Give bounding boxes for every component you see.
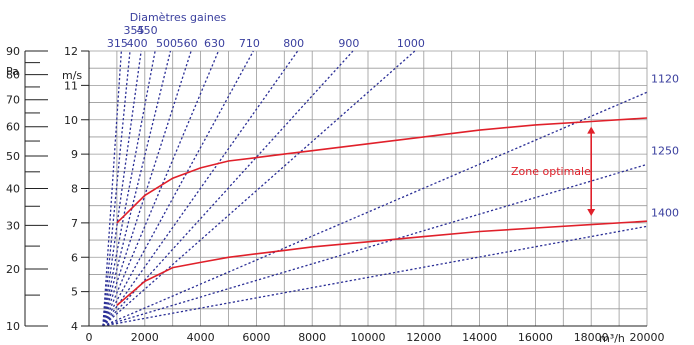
duct-line-450 xyxy=(102,50,156,327)
duct-label-710: 710 xyxy=(239,37,260,50)
duct-line-900 xyxy=(102,50,354,327)
zone-arrow-down xyxy=(587,209,596,216)
speed-tick-label: 7 xyxy=(71,217,78,230)
flow-tick-label: 14000 xyxy=(462,331,497,344)
pressure-tick-label: 10 xyxy=(6,320,20,333)
velocity-curve-1 xyxy=(116,117,648,224)
pressure-tick-label: 30 xyxy=(6,219,20,232)
flow-tick-label: 2000 xyxy=(131,331,159,344)
duct-label-560: 560 xyxy=(177,37,198,50)
pressure-tick-label: 80 xyxy=(6,69,20,82)
duct-label-315: 315 xyxy=(107,37,128,50)
duct-line-315 xyxy=(102,50,123,327)
duct-label-900: 900 xyxy=(338,37,359,50)
speed-tick-label: 8 xyxy=(71,183,78,196)
duct-label-1400: 1400 xyxy=(651,206,679,219)
pressure-tick-label: 20 xyxy=(6,263,20,276)
duct-label-355: 355 xyxy=(124,24,145,37)
duct-line-355 xyxy=(102,50,131,327)
duct-label-450: 450 xyxy=(137,24,158,37)
flow-tick-label: 8000 xyxy=(298,331,326,344)
pressure-tick-label: 50 xyxy=(6,150,20,163)
flow-tick-label: 18000 xyxy=(574,331,609,344)
speed-tick-label: 11 xyxy=(64,79,78,92)
duct-label-1250: 1250 xyxy=(651,144,679,157)
duct-line-1000 xyxy=(102,50,416,327)
duct-label-630: 630 xyxy=(204,37,225,50)
duct-line-800 xyxy=(102,50,299,327)
chart-axes: 0 2000 4000 6000 8000 10000 12000 14000 16000 180… xyxy=(6,45,665,344)
duct-label-800: 800 xyxy=(283,37,304,50)
zone-optimale-label: Zone optimale xyxy=(511,165,591,178)
flow-unit-label: m³/h xyxy=(599,332,625,345)
flow-tick-label: 0 xyxy=(86,331,93,344)
speed-tick-label: 4 xyxy=(71,320,78,333)
duct-label-1000: 1000 xyxy=(397,37,425,50)
duct-line-710 xyxy=(102,50,254,327)
flow-tick-label: 4000 xyxy=(187,331,215,344)
duct-line-1250 xyxy=(102,163,648,327)
speed-tick-label: 6 xyxy=(71,251,78,264)
speed-unit-label: m/s xyxy=(62,69,82,82)
zone-arrow-up xyxy=(587,126,596,134)
flow-tick-label: 6000 xyxy=(242,331,270,344)
pressure-tick-label: 70 xyxy=(6,94,20,107)
flow-tick-label: 12000 xyxy=(406,331,441,344)
velocity-curves xyxy=(116,117,648,307)
speed-tick-label: 5 xyxy=(71,286,78,299)
pressure-unit-label: Pa xyxy=(6,65,19,78)
duct-line-630 xyxy=(102,50,220,327)
duct-label-1120: 1120 xyxy=(651,72,679,85)
duct-label-400: 400 xyxy=(127,37,148,50)
duct-line-1120 xyxy=(102,91,648,327)
speed-tick-label: 12 xyxy=(64,45,78,58)
flow-tick-label: 20000 xyxy=(630,331,665,344)
duct-label-500: 500 xyxy=(156,37,177,50)
pressure-tick-label: 40 xyxy=(6,183,20,196)
pressure-tick-label: 60 xyxy=(6,121,20,134)
flow-tick-label: 16000 xyxy=(518,331,553,344)
duct-line-500 xyxy=(102,50,172,327)
flow-tick-label: 10000 xyxy=(351,331,386,344)
speed-tick-label: 9 xyxy=(71,148,78,161)
speed-tick-label: 10 xyxy=(64,114,78,127)
chart-title: Diamètres gaines xyxy=(130,11,227,24)
velocity-curve-2 xyxy=(116,220,648,307)
pressure-tick-label: 90 xyxy=(6,45,20,58)
